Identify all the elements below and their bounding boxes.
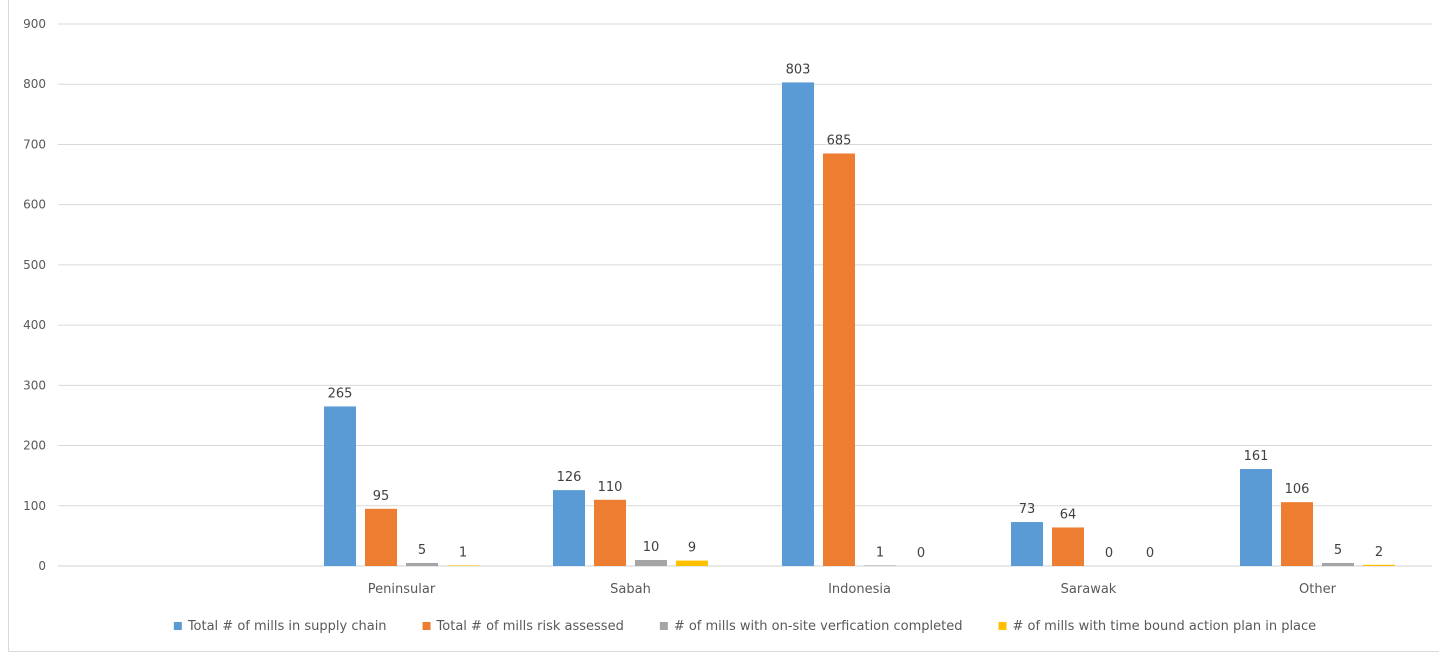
legend-label: Total # of mills in supply chain xyxy=(187,619,387,634)
y-tick-label: 400 xyxy=(23,318,46,332)
legend-swatch xyxy=(173,622,182,630)
data-label: 126 xyxy=(557,470,582,485)
bar xyxy=(1363,564,1395,566)
legend-swatch xyxy=(998,622,1007,630)
bar xyxy=(324,406,356,566)
y-tick-label: 900 xyxy=(23,17,46,31)
bar xyxy=(864,565,896,566)
bar xyxy=(1052,527,1084,566)
y-tick-label: 300 xyxy=(23,378,46,392)
y-tick-label: 600 xyxy=(23,198,46,212)
legend-item: Total # of mills in supply chain xyxy=(173,619,387,634)
x-category-label: Sabah xyxy=(610,582,651,597)
legend-swatch xyxy=(422,622,431,630)
legend: Total # of mills in supply chain Total # … xyxy=(173,619,1316,634)
y-tick-label: 0 xyxy=(38,559,46,573)
legend-label: # of mills with on-site verfication comp… xyxy=(674,619,963,634)
bar xyxy=(1011,522,1043,566)
bar xyxy=(365,508,397,566)
legend-item: Total # of mills risk assessed xyxy=(422,619,624,634)
legend-item: # of mills with on-site verfication comp… xyxy=(659,619,963,634)
y-tick-label: 200 xyxy=(23,439,46,453)
data-label: 2 xyxy=(1375,545,1383,560)
bar xyxy=(1281,502,1313,566)
chart-frame xyxy=(8,0,1439,652)
bar xyxy=(1240,469,1272,566)
data-label: 64 xyxy=(1060,507,1077,522)
bar xyxy=(823,153,855,566)
data-label: 1 xyxy=(876,545,884,560)
data-label: 10 xyxy=(643,540,660,555)
bar xyxy=(594,499,626,566)
data-label: 0 xyxy=(1105,546,1113,561)
data-label: 9 xyxy=(688,541,696,556)
data-label: 5 xyxy=(1334,543,1342,558)
bar xyxy=(676,560,708,566)
x-category-label: Other xyxy=(1299,582,1337,597)
x-category-label: Peninsular xyxy=(368,582,436,597)
data-label: 265 xyxy=(328,386,353,401)
y-tick-label: 700 xyxy=(23,137,46,151)
y-tick-label: 100 xyxy=(23,499,46,513)
data-label: 110 xyxy=(598,480,623,495)
data-label: 0 xyxy=(917,546,925,561)
data-label: 73 xyxy=(1019,502,1036,517)
data-label: 1 xyxy=(459,545,467,560)
data-label: 685 xyxy=(827,133,852,148)
bar xyxy=(406,562,438,566)
data-label: 106 xyxy=(1285,482,1310,497)
bar xyxy=(553,490,585,566)
y-axis: 0 100 200 300 400 500 600 700 800 900 xyxy=(23,17,46,573)
bar xyxy=(447,565,479,566)
data-label: 0 xyxy=(1146,546,1154,561)
bars xyxy=(324,82,1395,566)
bar xyxy=(782,82,814,566)
legend-label: # of mills with time bound action plan i… xyxy=(1012,619,1316,634)
data-label: 161 xyxy=(1244,449,1269,464)
gridlines xyxy=(58,23,1432,567)
data-label: 95 xyxy=(373,489,390,504)
x-category-label: Sarawak xyxy=(1061,582,1117,597)
data-label: 5 xyxy=(418,543,426,558)
data-label: 803 xyxy=(786,62,811,77)
y-tick-label: 500 xyxy=(23,258,46,272)
bar xyxy=(635,559,667,566)
x-category-label: Indonesia xyxy=(828,582,891,597)
legend-swatch xyxy=(659,622,668,630)
bar xyxy=(1322,562,1354,566)
legend-label: Total # of mills risk assessed xyxy=(436,619,624,634)
legend-item: # of mills with time bound action plan i… xyxy=(998,619,1316,634)
y-tick-label: 800 xyxy=(23,77,46,91)
x-axis: Peninsular Sabah Indonesia Sarawak Other xyxy=(368,582,1337,597)
